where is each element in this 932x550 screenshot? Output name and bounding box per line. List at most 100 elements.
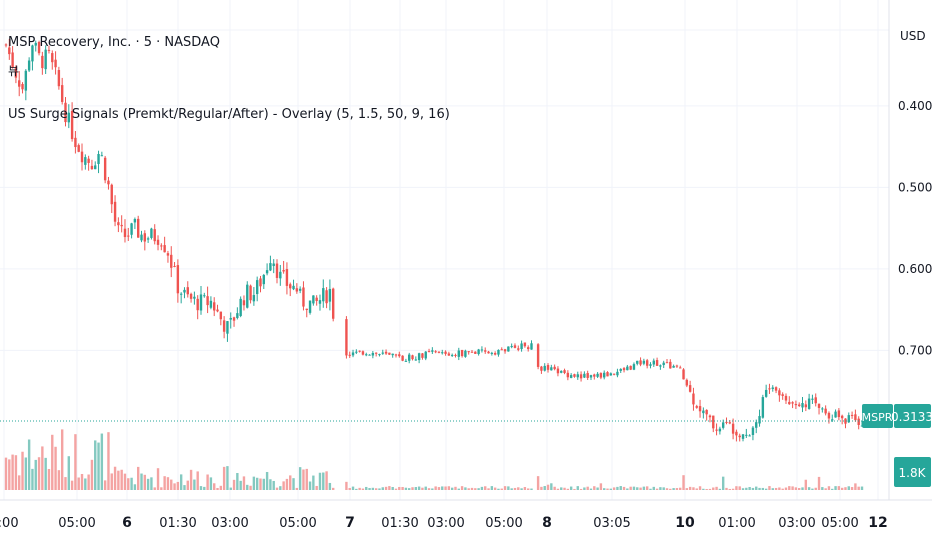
candle xyxy=(216,304,219,313)
time-axis[interactable]: 3:00 05:00 6 01:30 03:00 05:00 7 01:30 03:00 05:0… xyxy=(0,515,888,531)
volume-bar xyxy=(603,488,606,490)
candle xyxy=(322,279,325,308)
candle xyxy=(460,349,464,358)
candle xyxy=(331,287,335,322)
candle xyxy=(629,365,632,371)
time-tick-label: 05:00 xyxy=(279,516,316,531)
volume-bar xyxy=(146,478,150,490)
candle xyxy=(731,418,735,440)
candle xyxy=(404,358,408,362)
volume-bar xyxy=(345,481,348,490)
volume-bar xyxy=(705,488,708,490)
volume-bar xyxy=(262,478,265,490)
candle xyxy=(47,45,51,54)
candle xyxy=(417,352,421,364)
volume-bar xyxy=(67,456,70,490)
volume-bar xyxy=(176,481,180,490)
volume-bar xyxy=(292,478,295,490)
volume-bar xyxy=(728,488,731,490)
candle xyxy=(454,353,457,358)
candle xyxy=(622,367,626,373)
candle xyxy=(127,227,130,242)
volume-bar xyxy=(593,486,596,490)
volume-bar xyxy=(57,470,61,490)
candle xyxy=(60,77,64,105)
candle xyxy=(447,351,451,356)
candle xyxy=(692,387,695,411)
volume-bar xyxy=(153,487,156,490)
volume-bar xyxy=(824,488,827,490)
volume-bar xyxy=(814,487,817,490)
volume-bar xyxy=(90,459,94,490)
candle xyxy=(758,409,761,427)
candle xyxy=(444,350,447,356)
volume-bar xyxy=(408,488,411,490)
candle xyxy=(252,287,256,306)
legend-indicator[interactable]: US Surge Signals (Premkt/Regular/After) … xyxy=(8,107,450,122)
indicator-icon[interactable]: 뷰 xyxy=(8,64,20,78)
candle xyxy=(675,364,679,368)
volume-bar xyxy=(497,488,500,490)
candle xyxy=(774,386,778,394)
volume-bar xyxy=(196,471,199,490)
symbol-badge-text: MSPR xyxy=(862,411,893,424)
candle xyxy=(712,415,715,433)
volume-bar xyxy=(682,475,685,490)
candle xyxy=(517,345,520,352)
candle xyxy=(649,362,652,369)
candle xyxy=(193,291,196,305)
volume-bar xyxy=(140,473,143,490)
candle xyxy=(199,286,203,315)
candle xyxy=(87,155,90,171)
candle xyxy=(662,360,665,369)
legend-title[interactable]: MSP Recovery, Inc. · 5 · NASDAQ xyxy=(8,35,220,50)
volume-bar xyxy=(173,483,176,490)
candle xyxy=(18,71,21,97)
volume-bar xyxy=(259,478,262,490)
candle xyxy=(289,282,292,297)
volume-bar xyxy=(827,486,831,490)
volume-bar xyxy=(526,488,530,490)
volume-bar xyxy=(74,434,77,490)
candle xyxy=(97,150,100,174)
volume-bar xyxy=(758,487,761,490)
candle xyxy=(837,408,841,421)
volume-bar xyxy=(414,487,418,490)
candle xyxy=(665,359,669,364)
candle xyxy=(619,368,622,374)
candle xyxy=(74,131,77,154)
volume-bar xyxy=(77,477,80,490)
volume-bar xyxy=(209,477,213,490)
candle xyxy=(708,414,712,423)
candle xyxy=(593,373,596,380)
volume-bar xyxy=(371,487,375,490)
volume-bar xyxy=(331,487,335,490)
volume-bar xyxy=(778,487,781,490)
volume-bar xyxy=(718,488,722,490)
volume-bar xyxy=(791,486,794,490)
candle xyxy=(840,414,844,425)
volume-bar xyxy=(252,476,256,490)
volume-bar xyxy=(860,486,864,490)
volume-bar xyxy=(14,455,18,490)
volume-bar xyxy=(213,483,216,490)
volume-bar xyxy=(536,476,540,490)
volume-bar xyxy=(113,466,117,490)
candle xyxy=(160,243,163,251)
candle xyxy=(143,230,147,251)
volume-bar xyxy=(94,440,97,490)
candle xyxy=(474,351,477,355)
time-tick-label: 05:00 xyxy=(485,516,522,531)
volume-bar xyxy=(801,487,804,490)
candle xyxy=(203,292,206,298)
volume-bar xyxy=(236,473,239,490)
candle xyxy=(70,102,74,142)
volume-bar xyxy=(616,486,619,490)
volume-bar xyxy=(31,468,34,490)
candle xyxy=(768,383,771,394)
candle xyxy=(500,347,503,351)
candle xyxy=(312,295,315,306)
volume-bar xyxy=(679,487,682,490)
